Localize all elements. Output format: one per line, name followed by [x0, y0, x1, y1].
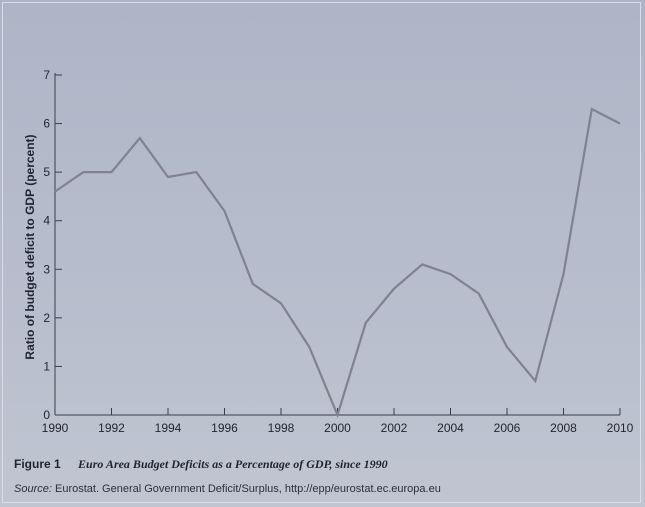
- x-tick-label: 1996: [211, 421, 238, 435]
- figure-caption: Figure 1 Euro Area Budget Deficits as a …: [14, 457, 388, 472]
- x-tick-label: 2002: [381, 421, 408, 435]
- series-line: [54, 107, 621, 419]
- y-tick-label: 4: [43, 214, 50, 228]
- y-tick-label: 7: [43, 68, 50, 82]
- y-axis-label: Ratio of budget deficit to GDP (percent): [23, 134, 37, 359]
- y-axis: 0 1 2 3 4 5 6 7: [43, 68, 62, 422]
- x-tick-label: 2006: [494, 421, 521, 435]
- x-tick-label: 1990: [42, 421, 69, 435]
- x-tick-label: 1992: [98, 421, 125, 435]
- x-tick-label: 2004: [437, 421, 464, 435]
- source-label: Source:: [14, 483, 52, 495]
- x-tick-label: 1994: [155, 421, 182, 435]
- figure-source: Source: Eurostat. General Government Def…: [14, 483, 441, 495]
- y-tick-label: 6: [43, 117, 50, 131]
- x-tick-label: 1998: [268, 421, 295, 435]
- series-group: [54, 107, 621, 419]
- y-tick-label: 5: [43, 165, 50, 179]
- x-tick-label: 2008: [550, 421, 577, 435]
- figure-title: Euro Area Budget Deficits as a Percentag…: [78, 457, 388, 471]
- figure-number: Figure 1: [14, 457, 61, 471]
- y-tick-label: 3: [43, 262, 50, 276]
- y-tick-label: 1: [43, 359, 50, 373]
- y-tick-label: 0: [43, 408, 50, 422]
- y-tick-label: 2: [43, 311, 50, 325]
- source-text: Eurostat. General Government Deficit/Sur…: [54, 483, 441, 495]
- x-tick-label: 2010: [607, 421, 634, 435]
- x-tick-label: 2000: [324, 421, 351, 435]
- figure-border: [2, 2, 641, 503]
